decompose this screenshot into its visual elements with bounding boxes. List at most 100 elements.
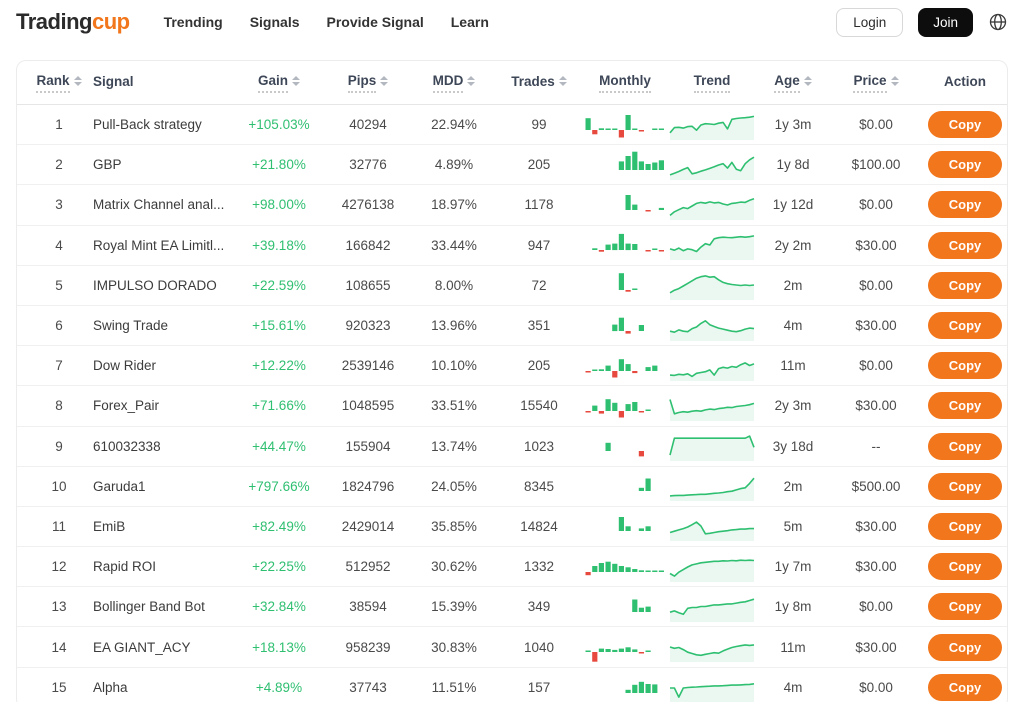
copy-button[interactable]: Copy	[928, 151, 1002, 179]
signal-name[interactable]: Rapid ROI	[93, 559, 157, 575]
signal-name[interactable]: Royal Mint EA Limitl...	[93, 237, 225, 253]
column-label: Monthly	[599, 73, 651, 93]
signal-name[interactable]: 610032338	[93, 438, 161, 454]
gain-cell: +71.66%	[252, 398, 306, 414]
price-cell: $30.00	[855, 398, 897, 414]
column-header-trades[interactable]: Trades	[495, 74, 583, 92]
copy-button[interactable]: Copy	[928, 312, 1002, 340]
signal-name[interactable]: Swing Trade	[93, 318, 169, 334]
copy-button[interactable]: Copy	[928, 432, 1002, 460]
navbar: Tradingcup Trending Signals Provide Sign…	[0, 0, 1024, 44]
mdd-cell: 10.10%	[431, 358, 477, 374]
brand-logo[interactable]: Tradingcup	[16, 9, 130, 35]
copy-button[interactable]: Copy	[928, 674, 1002, 702]
copy-button[interactable]: Copy	[928, 191, 1002, 219]
sort-arrows-icon[interactable]	[558, 76, 567, 86]
price-cell: $0.00	[859, 680, 893, 696]
rank-cell: 11	[51, 518, 66, 534]
age-cell: 1y 8m	[774, 599, 812, 615]
table-header-row: Rank Signal Gain Pips MDD Trades Monthly Trend A…	[17, 61, 1007, 105]
rank-cell: 4	[55, 237, 63, 253]
signal-name[interactable]: IMPULSO DORADO	[93, 277, 217, 293]
copy-button[interactable]: Copy	[928, 231, 1002, 259]
nav-right: Login Join	[836, 7, 1008, 37]
gain-cell: +44.47%	[252, 438, 306, 454]
nav-item-trending[interactable]: Trending	[163, 14, 223, 30]
sort-arrows-icon[interactable]	[890, 76, 899, 86]
copy-button[interactable]: Copy	[928, 352, 1002, 380]
sort-arrows-icon[interactable]	[380, 76, 389, 86]
rank-cell: 15	[51, 680, 67, 696]
column-header-age[interactable]: Age	[757, 73, 829, 93]
copy-button[interactable]: Copy	[928, 472, 1002, 500]
column-label: Signal	[93, 73, 134, 89]
column-header-rank[interactable]: Rank	[31, 73, 87, 93]
nav-item-signals[interactable]: Signals	[249, 14, 300, 30]
monthly-bar-chart	[583, 391, 667, 421]
column-header-gain[interactable]: Gain	[235, 73, 323, 93]
signal-name[interactable]: Forex_Pair	[93, 398, 160, 414]
monthly-bar-chart	[583, 471, 667, 501]
gain-cell: +21.80%	[252, 157, 306, 173]
sort-arrows-icon[interactable]	[803, 76, 812, 86]
signal-name[interactable]: Garuda1	[93, 478, 146, 494]
column-label: Price	[853, 73, 887, 93]
sort-arrows-icon[interactable]	[467, 76, 476, 86]
signal-name[interactable]: GBP	[93, 157, 122, 173]
sort-arrows-icon[interactable]	[73, 76, 82, 86]
globe-icon[interactable]	[988, 12, 1008, 32]
copy-button[interactable]: Copy	[928, 512, 1002, 540]
age-cell: 1y 7m	[774, 559, 812, 575]
monthly-bar-chart	[583, 673, 667, 702]
trades-cell: 205	[527, 358, 551, 374]
column-header-mdd[interactable]: MDD	[413, 73, 495, 93]
age-cell: 11m	[780, 639, 806, 655]
copy-button[interactable]: Copy	[928, 111, 1002, 139]
signal-name[interactable]: Alpha	[93, 680, 128, 696]
nav-item-learn[interactable]: Learn	[450, 14, 489, 30]
pips-cell: 32776	[349, 157, 387, 173]
rank-cell: 3	[55, 197, 63, 213]
table-body: 1 Pull-Back strategy +105.03% 40294 22.9…	[17, 105, 1007, 702]
gain-cell: +98.00%	[252, 197, 306, 213]
copy-button[interactable]: Copy	[928, 392, 1002, 420]
trades-cell: 1178	[524, 197, 554, 213]
rank-cell: 1	[55, 117, 63, 133]
brand-part2: cup	[91, 9, 130, 34]
signal-name[interactable]: Pull-Back strategy	[93, 117, 202, 133]
trend-sparkline	[667, 592, 757, 622]
column-label: MDD	[432, 73, 464, 93]
monthly-bar-chart	[583, 431, 667, 461]
signal-name[interactable]: EmiB	[93, 518, 126, 534]
trend-sparkline	[667, 150, 757, 180]
column-header-pips[interactable]: Pips	[323, 73, 413, 93]
rank-cell: 12	[51, 559, 67, 575]
copy-button[interactable]: Copy	[928, 633, 1002, 661]
column-header-action: Action	[923, 74, 1007, 92]
copy-button[interactable]: Copy	[928, 271, 1002, 299]
join-button[interactable]: Join	[918, 7, 973, 37]
gain-cell: +12.22%	[252, 358, 306, 374]
age-cell: 2y 3m	[774, 398, 812, 414]
trades-cell: 1332	[523, 559, 555, 575]
rank-cell: 14	[51, 639, 67, 655]
sort-arrows-icon[interactable]	[292, 76, 300, 86]
rank-cell: 6	[55, 318, 63, 334]
rank-cell: 8	[55, 398, 63, 414]
gain-cell: +32.84%	[252, 599, 306, 615]
nav-item-provide-signal[interactable]: Provide Signal	[326, 14, 424, 30]
login-button[interactable]: Login	[836, 7, 904, 37]
copy-button[interactable]: Copy	[928, 553, 1002, 581]
monthly-bar-chart	[583, 230, 667, 260]
trades-cell: 157	[527, 680, 551, 696]
pips-cell: 2429014	[341, 518, 395, 534]
signal-name[interactable]: Bollinger Band Bot	[93, 599, 205, 615]
signal-name[interactable]: EA GIANT_ACY	[93, 639, 191, 655]
column-header-price[interactable]: Price	[829, 73, 923, 93]
table-row: 2 GBP +21.80% 32776 4.89% 205 1y 8d $100…	[17, 145, 1007, 186]
monthly-bar-chart	[583, 311, 667, 341]
trend-sparkline	[667, 190, 757, 220]
copy-button[interactable]: Copy	[928, 593, 1002, 621]
signal-name[interactable]: Matrix Channel anal...	[93, 197, 225, 213]
signal-name[interactable]: Dow Rider	[93, 358, 157, 374]
